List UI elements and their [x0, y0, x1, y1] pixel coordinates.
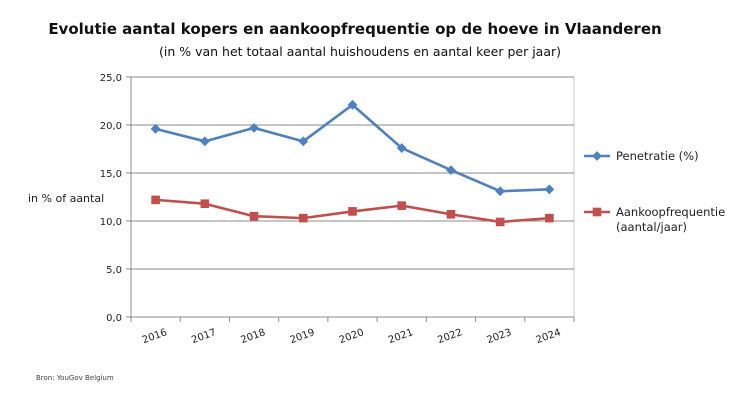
legend-label: Aankoopfrequentie: [616, 205, 725, 219]
legend-swatch-marker: [592, 207, 602, 217]
source-note: Bron: YouGov Belgium: [36, 374, 114, 382]
x-tick-label: 2019: [289, 327, 317, 346]
y-tick-label: 0,0: [106, 313, 122, 324]
x-tick-label: 2022: [436, 327, 464, 346]
chart-title: Evolutie aantal kopers en aankoopfrequen…: [48, 20, 661, 38]
data-point-series-2: [446, 209, 456, 219]
data-point-series-2: [495, 217, 505, 227]
data-point-series-1: [544, 184, 555, 195]
x-tick-label: 2016: [141, 327, 169, 346]
data-point-series-1: [150, 123, 161, 134]
x-tick-label: 2017: [190, 327, 218, 346]
data-point-series-2: [151, 195, 160, 205]
x-tick-label: 2024: [535, 327, 563, 346]
plot-area: 0,0 5,0 10,0 15,0 20,0 25,0 2016 2017 2018 2019 20…: [100, 73, 575, 346]
data-point-series-1: [396, 143, 407, 153]
y-tick-label: 15,0: [100, 169, 122, 180]
y-tick-label: 20,0: [100, 121, 122, 132]
x-tick-label: 2018: [239, 327, 267, 346]
data-point-series-2: [200, 199, 210, 209]
y-tick-label: 5,0: [106, 265, 122, 276]
y-tick-label: 25,0: [100, 73, 122, 84]
data-point-series-1: [446, 165, 456, 176]
x-tick-label: 2020: [338, 327, 366, 346]
data-point-series-1: [199, 136, 210, 147]
y-tick-label: 10,0: [100, 217, 122, 228]
plot-frame: [130, 76, 575, 318]
data-point-series-2: [397, 201, 407, 210]
data-point-series-1: [347, 99, 358, 110]
data-point-series-2: [545, 213, 554, 223]
x-tick-label: 2021: [387, 327, 415, 346]
data-point-series-2: [249, 211, 259, 221]
data-point-series-1: [298, 136, 309, 147]
legend-label: (aantal/jaar): [616, 220, 687, 234]
x-tick-label: 2023: [485, 327, 513, 346]
series-line-1: [155, 103, 550, 193]
legend-swatch-marker: [592, 151, 602, 161]
data-point-series-2: [348, 207, 357, 216]
data-point-series-1: [495, 186, 506, 197]
data-point-series-2: [298, 213, 308, 223]
legend: Penetratie (%) Aankoopfrequentie(aantal/j…: [584, 149, 725, 234]
legend-label: Penetratie (%): [616, 149, 699, 163]
chart-subtitle: (in % van het totaal aantal huishoudens …: [159, 44, 561, 59]
y-axis-label: in % of aantal: [28, 192, 104, 205]
data-point-series-1: [249, 122, 259, 133]
